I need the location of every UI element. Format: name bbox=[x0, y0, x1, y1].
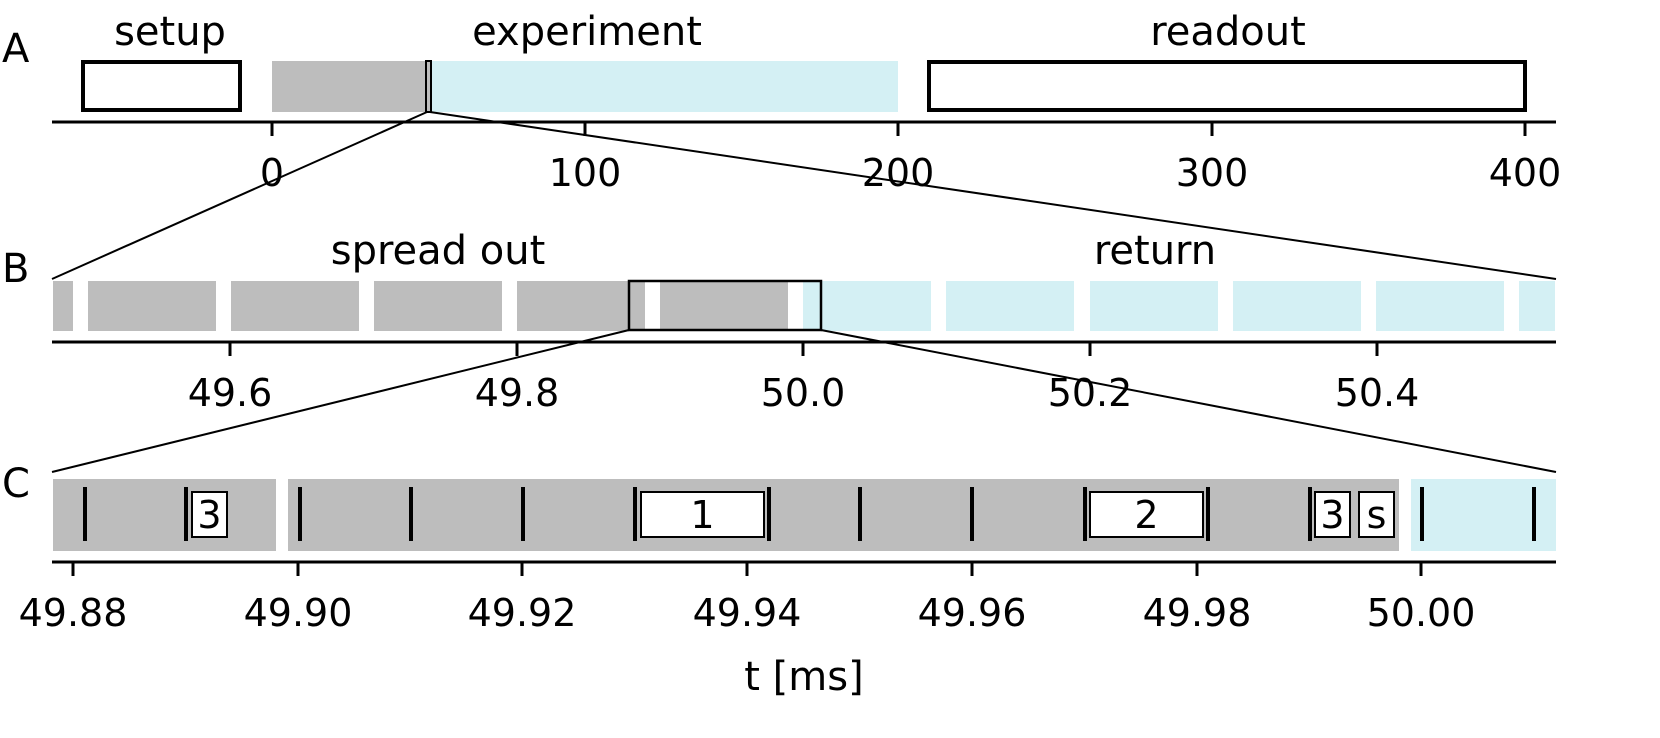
cycle-segment bbox=[1519, 281, 1555, 331]
cycle-segment-c-2 bbox=[288, 479, 1399, 551]
cycle-segment bbox=[1233, 281, 1361, 331]
axis-a-tick-label: 100 bbox=[549, 151, 622, 195]
zoom-connector-left-bc bbox=[51, 329, 630, 473]
pulse-markers bbox=[83, 487, 1536, 541]
axis-b-tick-label: 50.2 bbox=[1048, 371, 1133, 415]
zoom-connector-left-ab bbox=[51, 111, 428, 280]
cycle-segment-c-3 bbox=[1411, 479, 1556, 551]
cycle-segment bbox=[231, 281, 359, 331]
zoom-connector-right-bc bbox=[820, 329, 1557, 473]
cycle-segment bbox=[1090, 281, 1218, 331]
experiment-label: experiment bbox=[472, 9, 702, 55]
svg-text:s: s bbox=[1367, 493, 1387, 537]
axis-c-tick-label: 49.98 bbox=[1143, 591, 1252, 635]
cycle-segment bbox=[946, 281, 1074, 331]
axis-c-tick-label: 49.96 bbox=[918, 591, 1027, 635]
zoom-window-a bbox=[425, 60, 432, 113]
axis-a-tick-label: 400 bbox=[1489, 151, 1562, 195]
axis-a-tick-label: 0 bbox=[260, 151, 284, 195]
time-axis-label: t [ms] bbox=[744, 654, 863, 700]
panel-b-label: B bbox=[2, 246, 29, 292]
axis-c-ticks bbox=[71, 562, 1423, 576]
operation-box-3-first: 3 bbox=[191, 491, 228, 538]
axis-a-tick-label: 300 bbox=[1176, 151, 1249, 195]
axis-b-tick-label: 50.0 bbox=[761, 371, 846, 415]
operation-box-2: 2 bbox=[1089, 491, 1204, 538]
svg-text:2: 2 bbox=[1134, 493, 1158, 537]
axis-c-tick-label: 49.90 bbox=[244, 591, 353, 635]
setup-bar bbox=[81, 60, 242, 112]
panel-a-label: A bbox=[2, 26, 30, 72]
svg-text:1: 1 bbox=[690, 493, 714, 537]
axis-b-tick-label: 49.6 bbox=[188, 371, 273, 415]
zoom-window-b bbox=[627, 279, 823, 332]
cycle-segment bbox=[53, 281, 73, 331]
return-bar-a bbox=[431, 61, 898, 112]
cycle-segment bbox=[660, 281, 788, 331]
axis-b-ticks bbox=[228, 342, 1379, 356]
axis-a-tick-label: 200 bbox=[862, 151, 935, 195]
svg-text:3: 3 bbox=[197, 493, 221, 537]
operation-box-1: 1 bbox=[640, 491, 765, 538]
readout-bar bbox=[927, 60, 1527, 112]
axis-b-tick-label: 49.8 bbox=[475, 371, 560, 415]
return-segments bbox=[803, 281, 1555, 331]
readout-label: readout bbox=[1150, 9, 1306, 55]
spread-out-label: spread out bbox=[331, 228, 546, 274]
setup-label: setup bbox=[114, 9, 226, 55]
cycle-segment bbox=[1376, 281, 1504, 331]
zoom-connector-right-ab bbox=[429, 111, 1557, 280]
axis-a-ticks bbox=[270, 122, 1527, 136]
svg-text:3: 3 bbox=[1320, 493, 1344, 537]
spread-out-bar-a bbox=[272, 61, 428, 112]
axis-c-tick-label: 50.00 bbox=[1367, 591, 1476, 635]
axis-c-tick-label: 49.92 bbox=[468, 591, 577, 635]
spread-out-segments bbox=[53, 281, 788, 331]
axis-c-tick-label: 49.88 bbox=[19, 591, 128, 635]
axis-c-tick-label: 49.94 bbox=[693, 591, 802, 635]
cycle-segment bbox=[803, 281, 931, 331]
axis-b-tick-label: 50.4 bbox=[1335, 371, 1420, 415]
operation-box-s: s bbox=[1358, 491, 1395, 538]
cycle-segment bbox=[88, 281, 216, 331]
operation-box-3-second: 3 bbox=[1314, 491, 1351, 538]
panel-c-label: C bbox=[2, 461, 30, 507]
return-label: return bbox=[1094, 228, 1216, 274]
cycle-segment bbox=[517, 281, 645, 331]
cycle-segment bbox=[374, 281, 502, 331]
cycle-segment-c-1 bbox=[53, 479, 276, 551]
